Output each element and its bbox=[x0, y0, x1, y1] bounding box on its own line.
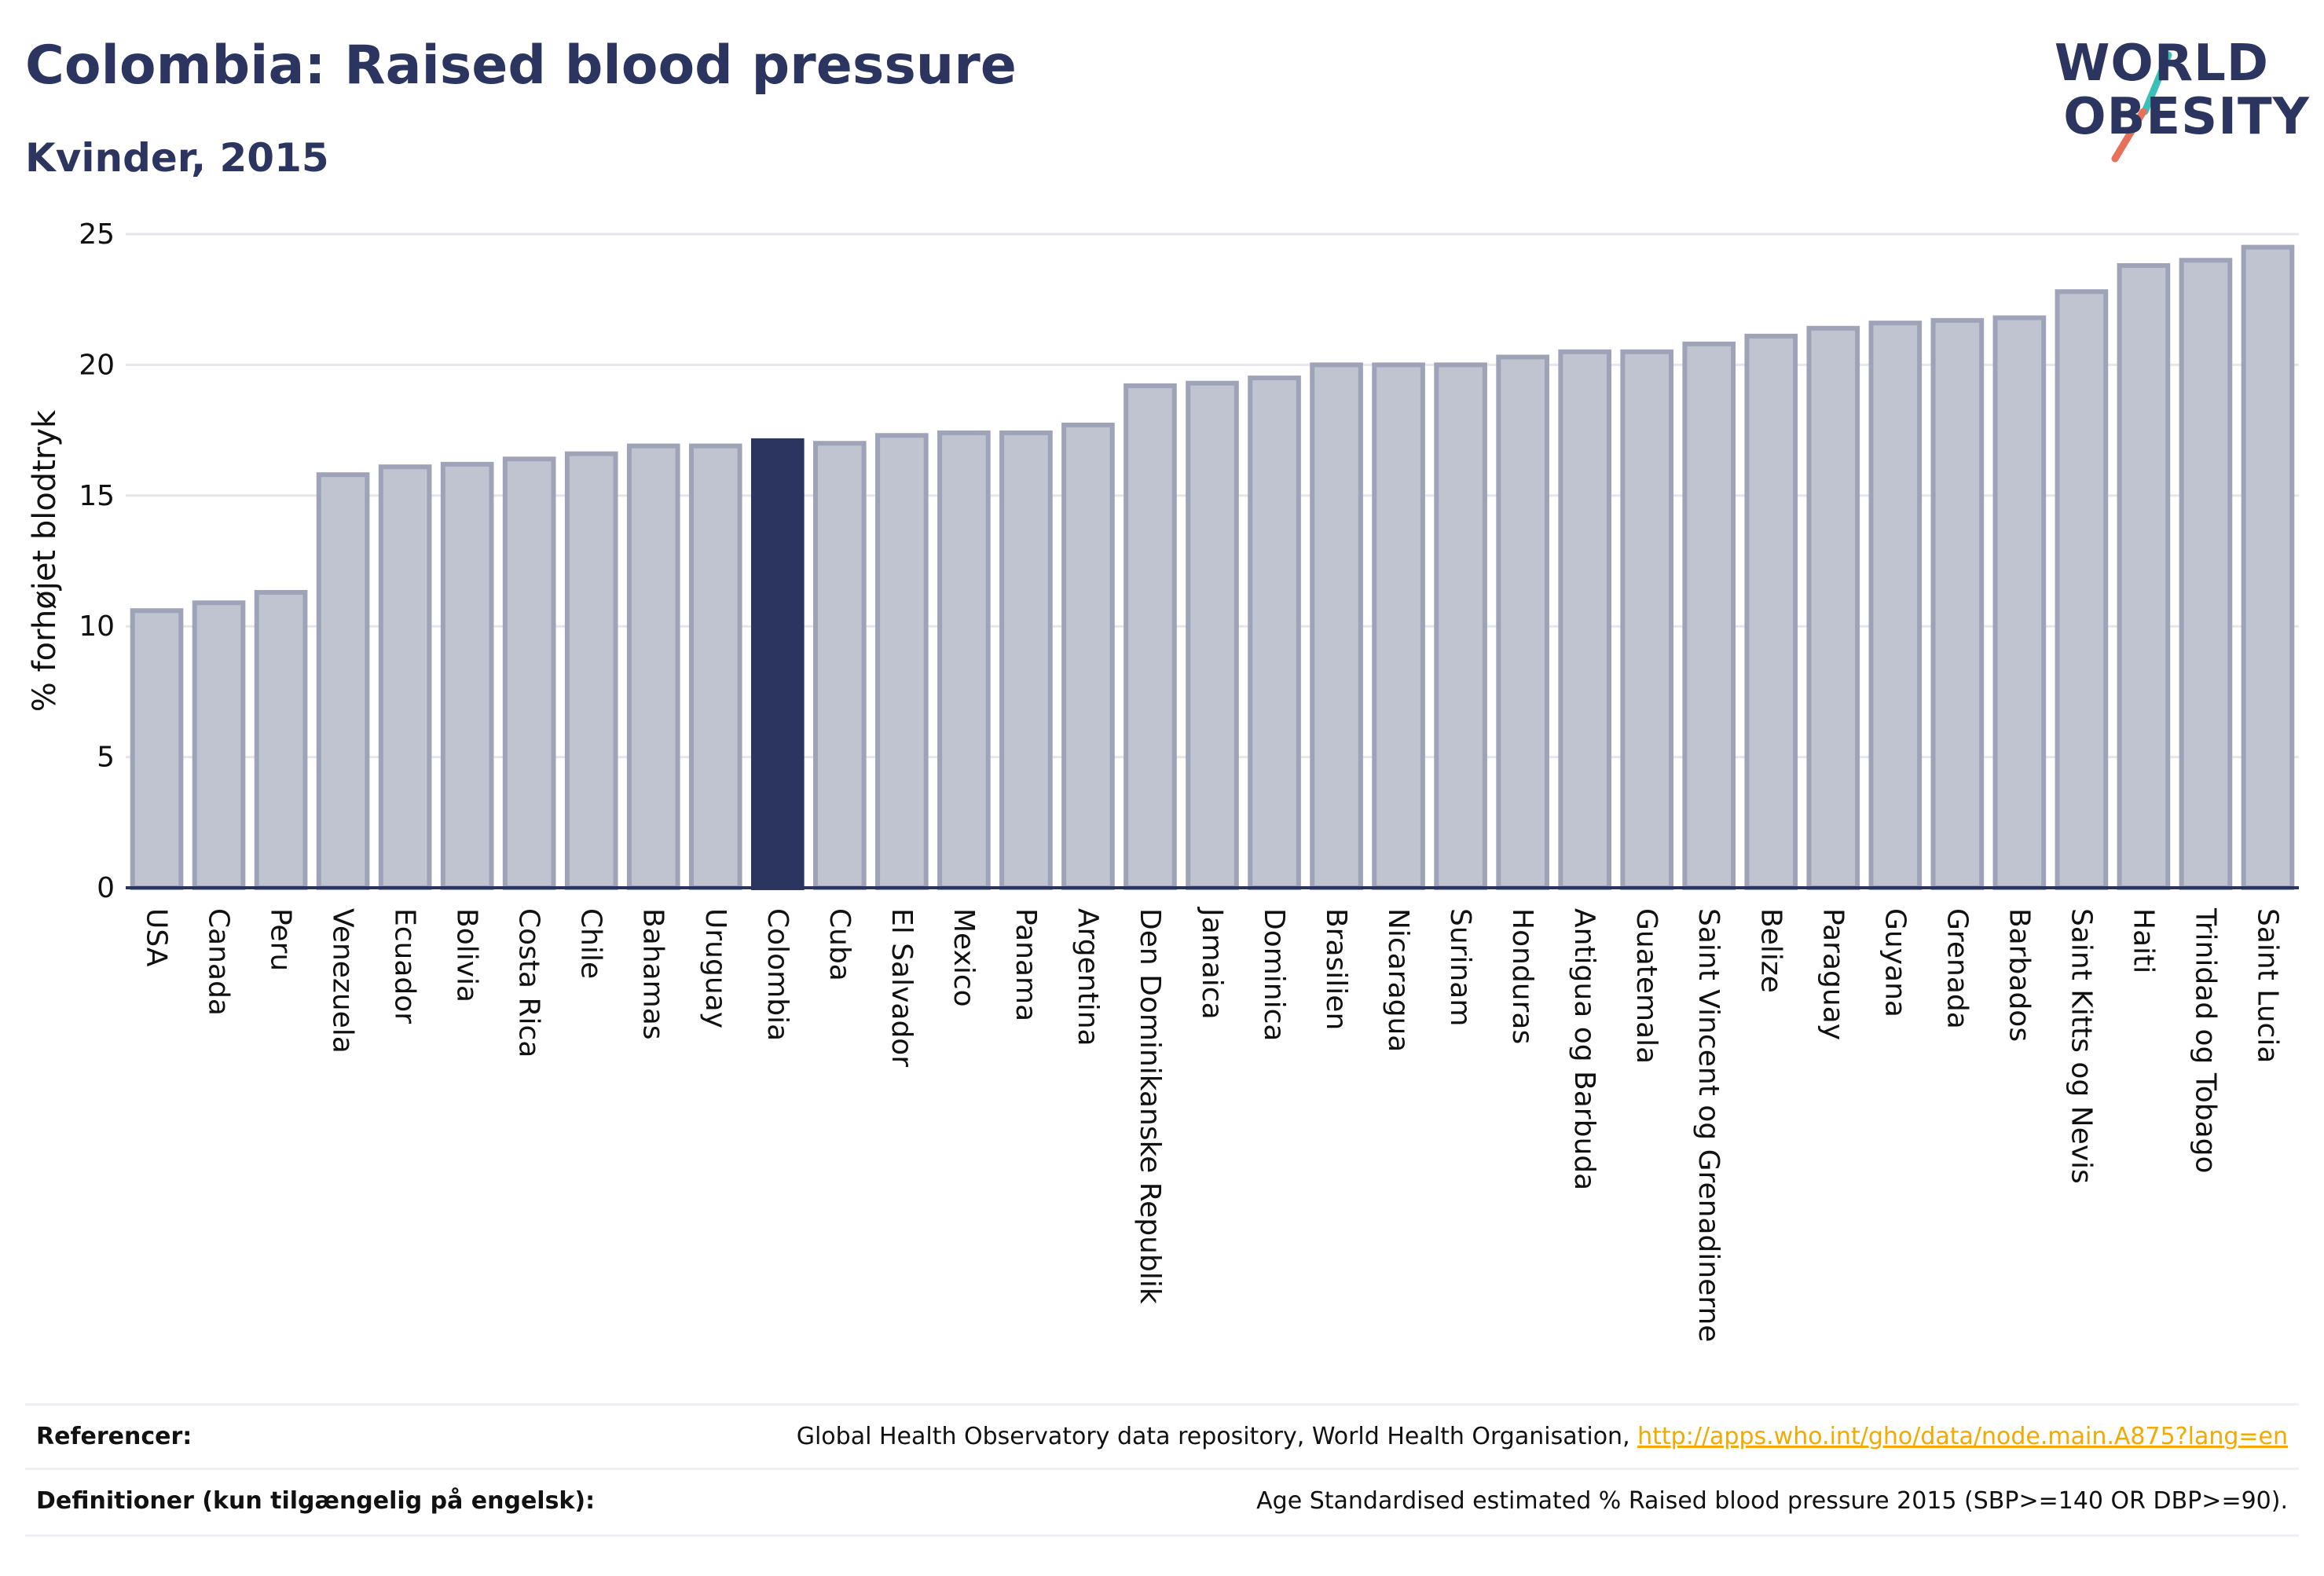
bar-barbados bbox=[1992, 315, 2047, 891]
x-tick-label: Argentina bbox=[1072, 908, 1104, 1046]
labels: 0 5 10 15 20 25 USA Canada Peru Venezuela Ecuador B… bbox=[27, 218, 2283, 1342]
references-label: Referencer: bbox=[36, 1423, 192, 1450]
x-tick-label: Costa Rica bbox=[513, 908, 545, 1057]
y-tick-label: 5 bbox=[97, 742, 115, 774]
x-tick-label: Haiti bbox=[2127, 908, 2159, 973]
bar-paraguay bbox=[1806, 325, 1860, 891]
x-tick-label: Nicaragua bbox=[1382, 908, 1414, 1052]
x-tick-label: Canada bbox=[203, 908, 235, 1016]
bar-uruguay bbox=[688, 443, 742, 890]
y-tick-label: 0 bbox=[97, 872, 115, 904]
bar-saint-kitts-og-nevis bbox=[2055, 289, 2109, 890]
x-tick-label: Brasilien bbox=[1320, 908, 1352, 1030]
x-tick-label: Belize bbox=[1754, 908, 1787, 993]
bar-guatemala bbox=[1620, 349, 1674, 890]
bar-grenada bbox=[1930, 317, 1985, 891]
bar-den-dominikanske-republik bbox=[1124, 383, 1177, 891]
bar-costa-rica bbox=[502, 456, 556, 890]
bar-chile bbox=[564, 451, 618, 890]
page-title: Colombia: Raised blood pressure bbox=[25, 35, 1017, 97]
x-tick-label: Trinidad og Tobago bbox=[2189, 907, 2221, 1174]
x-tick-label: Jamaica bbox=[1196, 907, 1228, 1020]
logo-slash-icon bbox=[2111, 51, 2172, 163]
x-tick-label: Cuba bbox=[823, 908, 856, 981]
x-tick-label: Dominica bbox=[1258, 908, 1290, 1042]
x-tick-label: Panama bbox=[1010, 908, 1042, 1021]
bar-argentina bbox=[1061, 422, 1115, 891]
x-tick-label: Guyana bbox=[1879, 908, 1911, 1017]
y-tick-label: 25 bbox=[79, 218, 115, 251]
references-value: Global Health Observatory data repositor… bbox=[797, 1423, 2288, 1450]
bar-brasilien bbox=[1310, 362, 1363, 890]
x-tick-label: Chile bbox=[575, 908, 607, 979]
x-tick-label: Honduras bbox=[1506, 908, 1538, 1044]
x-tick-label: Venezuela bbox=[327, 908, 359, 1054]
x-tick-label: Mexico bbox=[948, 908, 980, 1007]
bar-guyana bbox=[1868, 321, 1923, 891]
x-tick-label: Bahamas bbox=[637, 908, 669, 1040]
y-axis-label: % forhøjet blodtryk bbox=[27, 409, 63, 712]
x-tick-label: Den Dominikanske Republik bbox=[1134, 908, 1166, 1304]
bars bbox=[130, 244, 2295, 891]
bar-bolivia bbox=[440, 461, 494, 890]
bar-dominica bbox=[1248, 376, 1301, 891]
page-subtitle: Kvinder, 2015 bbox=[25, 135, 329, 181]
world-obesity-logo: WORLD OBESITY bbox=[2043, 24, 2310, 165]
bar-jamaica bbox=[1186, 380, 1239, 891]
bar-bahamas bbox=[626, 443, 680, 890]
bar-el-salvador bbox=[875, 433, 929, 891]
x-tick-label: Saint Lucia bbox=[2251, 908, 2283, 1063]
x-tick-label: Guatemala bbox=[1630, 908, 1662, 1064]
bar-colombia bbox=[750, 438, 805, 890]
bar-venezuela bbox=[316, 472, 370, 890]
x-tick-label: Surinam bbox=[1444, 908, 1476, 1026]
references-link[interactable]: http://apps.who.int/gho/data/node.main.A… bbox=[1637, 1423, 2288, 1450]
bar-canada bbox=[192, 600, 246, 890]
x-tick-label: Antigua og Barbuda bbox=[1568, 908, 1600, 1190]
x-tick-label: USA bbox=[141, 908, 173, 967]
bar-saint-vincent-og-grenadinerne bbox=[1682, 341, 1736, 890]
bar-cuba bbox=[813, 441, 867, 890]
x-tick-label: Uruguay bbox=[699, 908, 731, 1028]
bar-saint-lucia bbox=[2241, 244, 2295, 890]
y-tick-label: 15 bbox=[79, 480, 115, 512]
bar-usa bbox=[130, 608, 184, 890]
x-tick-label: Saint Vincent og Grenadinerne bbox=[1692, 908, 1725, 1342]
x-tick-label: Grenada bbox=[1941, 908, 1973, 1029]
references-row: Referencer: Global Health Observatory da… bbox=[25, 1403, 2299, 1470]
bar-chart: 0 5 10 15 20 25 USA Canada Peru Venezuela Ecuador B… bbox=[27, 218, 2299, 1342]
x-tick-label: Barbados bbox=[2003, 908, 2035, 1042]
bar-ecuador bbox=[378, 464, 432, 890]
bar-antigua-og-barbuda bbox=[1558, 349, 1611, 890]
x-tick-label: Paraguay bbox=[1816, 908, 1849, 1040]
definitions-label: Definitioner (kun tilgængelig på engelsk… bbox=[36, 1487, 596, 1515]
x-tick-label: Saint Kitts og Nevis bbox=[2065, 908, 2097, 1184]
bar-haiti bbox=[2117, 262, 2171, 891]
x-tick-label: Ecuador bbox=[389, 908, 421, 1024]
x-tick-label: Peru bbox=[265, 908, 297, 971]
y-tick-label: 10 bbox=[79, 610, 115, 643]
logo-text-obesity: OBESITY bbox=[2063, 88, 2310, 146]
logo-text-world: WORLD bbox=[2054, 35, 2269, 93]
bar-panama bbox=[999, 430, 1053, 891]
bar-surinam bbox=[1434, 362, 1487, 890]
y-tick-label: 20 bbox=[79, 349, 115, 381]
references-text: Global Health Observatory data repositor… bbox=[796, 1423, 1638, 1450]
bar-honduras bbox=[1496, 354, 1549, 890]
x-tick-label: El Salvador bbox=[885, 908, 918, 1067]
bar-nicaragua bbox=[1372, 362, 1425, 890]
definitions-row: Definitioner (kun tilgængelig på engelsk… bbox=[25, 1468, 2299, 1537]
definitions-value: Age Standardised estimated % Raised bloo… bbox=[1256, 1487, 2288, 1515]
bar-belize bbox=[1744, 333, 1798, 891]
bar-peru bbox=[254, 589, 308, 890]
x-tick-label: Colombia bbox=[761, 908, 794, 1041]
bar-mexico bbox=[937, 430, 991, 891]
bar-trinidad-og-tobago bbox=[2179, 258, 2233, 890]
x-tick-label: Bolivia bbox=[451, 908, 483, 1002]
